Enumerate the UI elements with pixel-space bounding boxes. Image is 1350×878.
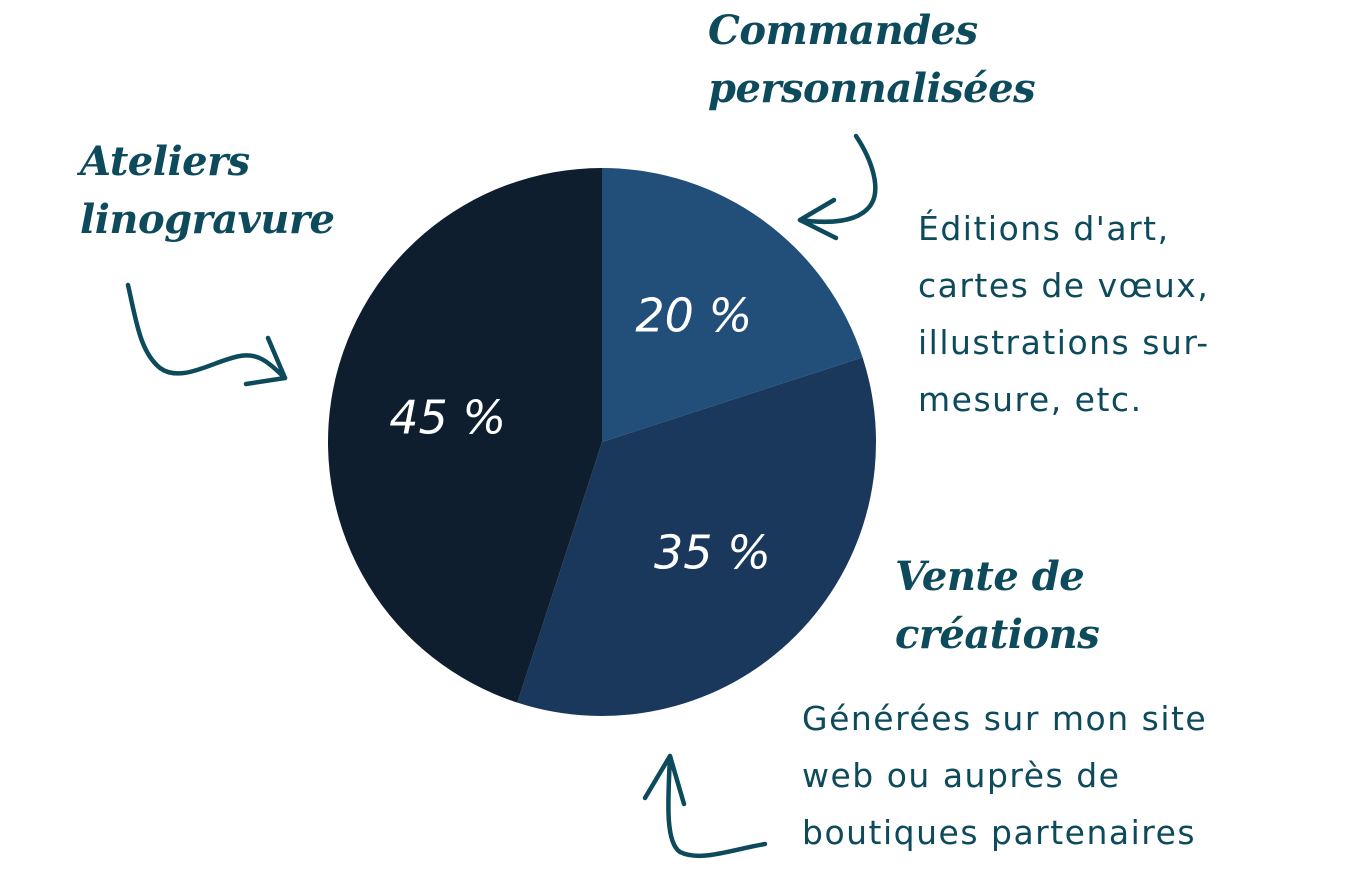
annotation-vente-line1: Vente de xyxy=(895,553,1085,600)
arrow-vente-icon xyxy=(642,753,768,859)
annotation-vente-desc-line2: web ou auprès de xyxy=(802,756,1121,795)
annotation-vente-title: Vente de créations xyxy=(895,548,1100,664)
annotation-vente-line2: créations xyxy=(895,611,1100,658)
annotation-commandes-title: Commandes personnalisées xyxy=(708,2,1036,118)
pie-slice-label-1: 20 % xyxy=(635,289,752,343)
pie-slice-label-3: 45 % xyxy=(389,391,506,445)
annotation-commandes-line2: personnalisées xyxy=(708,65,1036,112)
annotation-ateliers-title: Ateliers linogravure xyxy=(80,133,335,249)
pie-slice-2 xyxy=(517,357,877,717)
pie-slice-label-2: 35 % xyxy=(654,525,771,579)
pie-slice-labels: 20 % 35 % 45 % xyxy=(389,289,771,580)
annotation-commandes-desc-line3: illustrations sur- xyxy=(918,323,1210,362)
annotation-commandes-line1: Commandes xyxy=(708,7,978,54)
pie-slice-3 xyxy=(327,168,602,703)
annotation-ateliers-line2: linogravure xyxy=(80,196,335,243)
annotation-vente-description: Générées sur mon site web ou auprès de b… xyxy=(802,690,1207,861)
annotation-ateliers-line1: Ateliers xyxy=(80,138,250,185)
annotation-commandes-desc-line1: Éditions d'art, xyxy=(918,209,1170,248)
arrow-commandes-icon xyxy=(797,133,878,241)
annotation-commandes-desc-line4: mesure, etc. xyxy=(918,380,1143,419)
pie-slice-1 xyxy=(602,168,863,442)
pie-slices xyxy=(327,168,877,717)
arrow-ateliers-icon xyxy=(125,282,288,387)
annotation-commandes-description: Éditions d'art, cartes de vœux, illustra… xyxy=(918,200,1210,428)
annotation-vente-desc-line3: boutiques partenaires xyxy=(802,813,1197,852)
annotation-commandes-desc-line2: cartes de vœux, xyxy=(918,266,1210,305)
annotation-vente-desc-line1: Générées sur mon site xyxy=(802,699,1208,738)
